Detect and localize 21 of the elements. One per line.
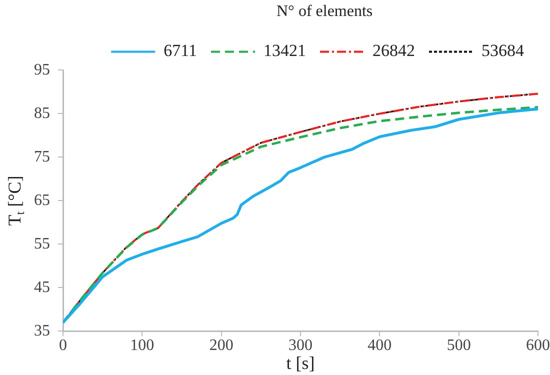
legend-label: 26842 bbox=[372, 41, 415, 60]
y-axis-title: Tt [°C] bbox=[4, 176, 28, 226]
legend-label: 6711 bbox=[164, 41, 198, 60]
y-tick-label: 95 bbox=[34, 61, 50, 78]
y-tick-label: 85 bbox=[34, 104, 50, 122]
x-axis-title: t [s] bbox=[286, 352, 315, 373]
x-tick-label: 500 bbox=[446, 337, 471, 354]
y-tick-label: 65 bbox=[34, 192, 50, 209]
x-tick-label: 100 bbox=[130, 337, 154, 354]
y-tick-label: 55 bbox=[34, 235, 50, 252]
legend-label: 53684 bbox=[482, 41, 524, 60]
x-tick-label: 200 bbox=[209, 337, 234, 354]
legend-label: 13421 bbox=[264, 41, 306, 60]
legend-title: N° of elements bbox=[276, 3, 373, 20]
y-tick-label: 35 bbox=[34, 322, 50, 340]
y-tick-label: 45 bbox=[34, 278, 50, 296]
x-tick-label: 400 bbox=[368, 337, 392, 354]
x-tick-label: 600 bbox=[526, 337, 550, 354]
x-tick-label: 300 bbox=[288, 337, 312, 354]
x-tick-label: 0 bbox=[59, 337, 67, 354]
y-tick-label: 75 bbox=[34, 148, 50, 166]
